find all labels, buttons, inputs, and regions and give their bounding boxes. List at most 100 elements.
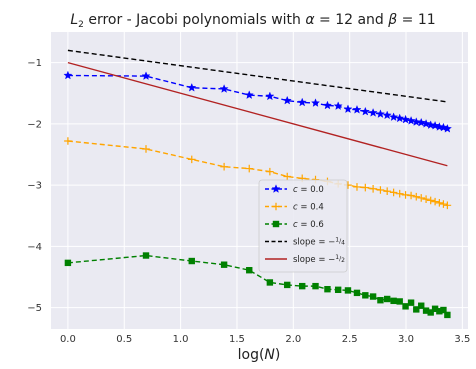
legend-box [258,179,348,273]
data-point [390,297,397,305]
data-point [282,95,292,105]
y-tick-label: −5 [27,303,42,314]
legend-label-value: = 0.0 [298,185,324,195]
x-axis-label: log(N) [238,347,281,363]
data-point [362,292,369,299]
data-point [426,120,436,129]
title-middle: error - Jacobi polynomials with [84,12,305,28]
x-tick-label: 0.5 [116,334,132,345]
legend-label-prefix: slope = − [293,238,335,248]
legend-fraction-numerator: 1 [335,237,339,244]
data-point [265,91,275,101]
x-axis-label-suffix: ) [275,347,280,363]
title-beta-value: = 11 [397,12,435,28]
series-slope-1-2 [67,61,448,167]
data-point [245,164,254,173]
legend-item: slope = −1/4 [265,237,345,248]
data-point [343,104,353,114]
legend-item: c = 0.4 [265,203,324,213]
legend-marker [272,202,280,211]
data-point [188,257,195,265]
data-point [422,195,430,203]
data-point [382,110,392,120]
data-point [442,123,452,133]
title-l: L [70,12,78,28]
data-point [352,105,362,114]
data-point [401,191,410,199]
data-point [299,282,306,290]
data-point [322,100,332,110]
legend-label: c = 0.6 [293,220,324,230]
data-point [369,184,377,193]
data-point [435,199,444,207]
legend-label-variable: c [293,203,298,213]
data-point [246,267,253,274]
x-tick-label: 1.5 [229,334,245,345]
legend-fraction-denominator: 4 [341,240,345,247]
data-point [64,259,72,267]
y-tick-label: −1 [27,58,42,69]
data-point [427,309,434,316]
data-point [142,145,150,153]
legend-fraction-numerator: 1 [335,254,339,261]
legend-label: slope = −1/4 [293,237,345,248]
data-point [333,101,343,110]
y-tick-label: −4 [27,242,42,253]
legend-fraction-bar: / [339,256,342,263]
y-tick-label: −3 [27,181,42,192]
data-point [219,84,229,93]
grid-lines [51,32,468,329]
legend-marker [271,184,281,193]
legend-label: slope = −1/2 [293,254,345,265]
legend-label-value: = 0.4 [298,203,324,213]
x-tick-label: 2.5 [342,334,358,345]
data-point [383,295,391,303]
data-point [439,200,448,208]
data-point [283,172,292,181]
data-point [369,293,377,300]
data-point [430,120,440,130]
data-point [413,306,420,313]
data-point [334,286,342,294]
data-point [416,117,426,127]
data-point [310,98,321,107]
legend-item: c = 0.0 [265,184,324,195]
x-tick-label: 3.0 [398,334,414,345]
data-point [422,307,430,314]
x-axis-label-prefix: log( [238,347,265,363]
data-point [368,108,378,117]
data-point [389,112,399,121]
data-point [353,289,361,297]
x-tick-label: 2.0 [285,334,301,345]
data-point [64,137,72,145]
data-point [220,162,228,171]
legend-label-prefix: slope = − [293,255,335,265]
x-tick-labels: 0.0 0.5 1.0 1.5 2.0 2.5 3.0 3.5 [60,334,470,345]
legend-fraction-bar: / [339,238,342,245]
data-point [375,109,385,118]
legend-label: c = 0.0 [293,185,324,195]
data-point [395,113,405,123]
data-point [411,117,421,126]
legend-marker [272,220,280,228]
title-alpha-value: = 12 and [315,12,389,28]
data-point [401,114,411,124]
title-alpha: α [305,12,315,28]
data-point [361,183,370,192]
data-point [389,188,398,197]
data-point [438,122,448,132]
data-point [141,71,151,80]
data-point [407,191,415,200]
data-point [187,82,197,92]
data-point [383,187,391,196]
data-point [431,197,439,206]
legend-label: c = 0.4 [293,203,324,213]
x-axis-label-variable: N [264,347,275,363]
data-point [244,90,254,99]
series-c-0-6 [64,252,451,319]
y-tick-labels: −5 −4 −3 −2 −1 [27,58,42,314]
data-point [444,311,451,319]
data-point [353,183,361,191]
